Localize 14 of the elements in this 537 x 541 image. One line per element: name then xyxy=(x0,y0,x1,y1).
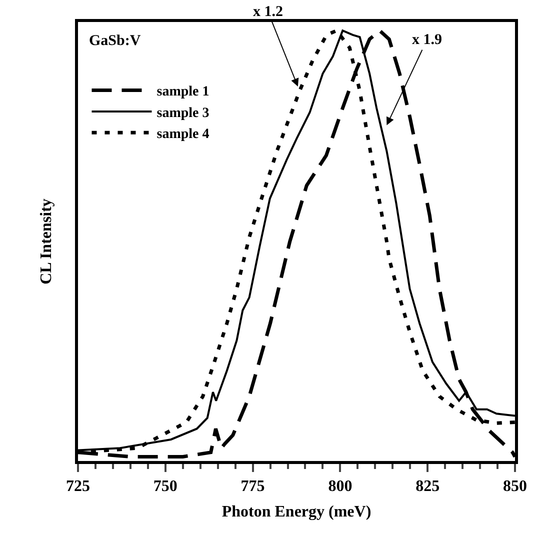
annotation: x 1.2 xyxy=(253,4,283,20)
annotation: x 1.9 xyxy=(412,32,442,48)
legend-label: sample 3 xyxy=(156,106,210,121)
x-tick-label: 800 xyxy=(328,478,352,495)
annotation: GaSb:V xyxy=(89,33,141,49)
x-tick-label: 750 xyxy=(153,478,178,495)
x-axis-title: Photon Energy (meV) xyxy=(222,504,372,521)
x-tick-label: 775 xyxy=(240,478,265,495)
legend-label: sample 4 xyxy=(156,127,210,142)
x-tick-label: 850 xyxy=(503,478,527,495)
x-tick-label: 725 xyxy=(66,478,90,495)
legend-label: sample 1 xyxy=(156,84,210,100)
x-tick-label: 825 xyxy=(416,478,440,495)
y-axis-title: CL Intensity xyxy=(38,198,56,284)
